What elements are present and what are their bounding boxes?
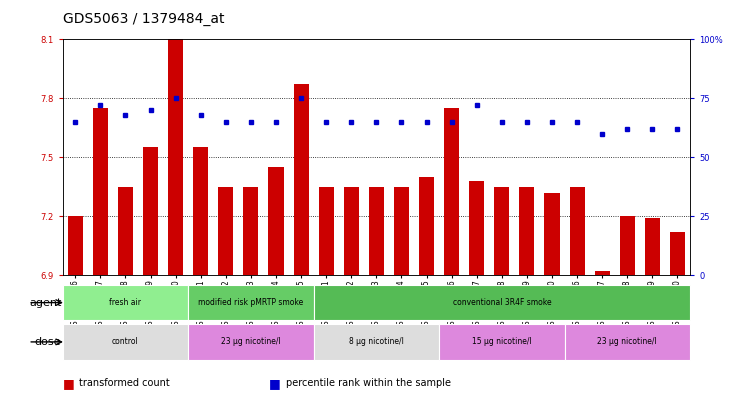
Bar [244, 187, 258, 275]
Bar [319, 187, 334, 275]
Bar [520, 187, 534, 275]
Text: ■: ■ [269, 376, 281, 390]
Bar [188, 324, 314, 360]
Text: 15 μg nicotine/l: 15 μg nicotine/l [472, 338, 531, 346]
Bar [595, 271, 610, 275]
Bar [545, 193, 559, 275]
Bar [314, 324, 439, 360]
Bar [193, 147, 208, 275]
Bar [620, 216, 635, 275]
Text: transformed count: transformed count [79, 378, 170, 388]
Bar [63, 324, 188, 360]
Text: 8 μg nicotine/l: 8 μg nicotine/l [349, 338, 404, 346]
Bar [444, 108, 459, 275]
Text: agent: agent [29, 298, 61, 308]
Bar [494, 187, 509, 275]
Text: GDS5063 / 1379484_at: GDS5063 / 1379484_at [63, 12, 224, 26]
Bar [68, 216, 83, 275]
Text: ■: ■ [63, 376, 75, 390]
Bar [314, 285, 690, 320]
Bar [118, 187, 133, 275]
Text: dose: dose [35, 337, 61, 347]
Text: 23 μg nicotine/l: 23 μg nicotine/l [221, 338, 280, 346]
Text: 23 μg nicotine/l: 23 μg nicotine/l [598, 338, 657, 346]
Bar [269, 167, 283, 275]
Bar [168, 39, 183, 275]
Text: control: control [112, 338, 139, 346]
Bar [218, 187, 233, 275]
Text: percentile rank within the sample: percentile rank within the sample [286, 378, 451, 388]
Bar [344, 187, 359, 275]
Bar [188, 285, 314, 320]
Text: conventional 3R4F smoke: conventional 3R4F smoke [452, 298, 551, 307]
Text: fresh air: fresh air [109, 298, 142, 307]
Bar [645, 218, 660, 275]
Bar [294, 84, 308, 275]
Bar [419, 177, 434, 275]
Text: modified risk pMRTP smoke: modified risk pMRTP smoke [199, 298, 303, 307]
Bar [670, 232, 685, 275]
Bar [469, 181, 484, 275]
Bar [565, 324, 690, 360]
Bar [439, 324, 565, 360]
Bar [143, 147, 158, 275]
Bar [394, 187, 409, 275]
Bar [93, 108, 108, 275]
Bar [369, 187, 384, 275]
Bar [63, 285, 188, 320]
Bar [570, 187, 584, 275]
